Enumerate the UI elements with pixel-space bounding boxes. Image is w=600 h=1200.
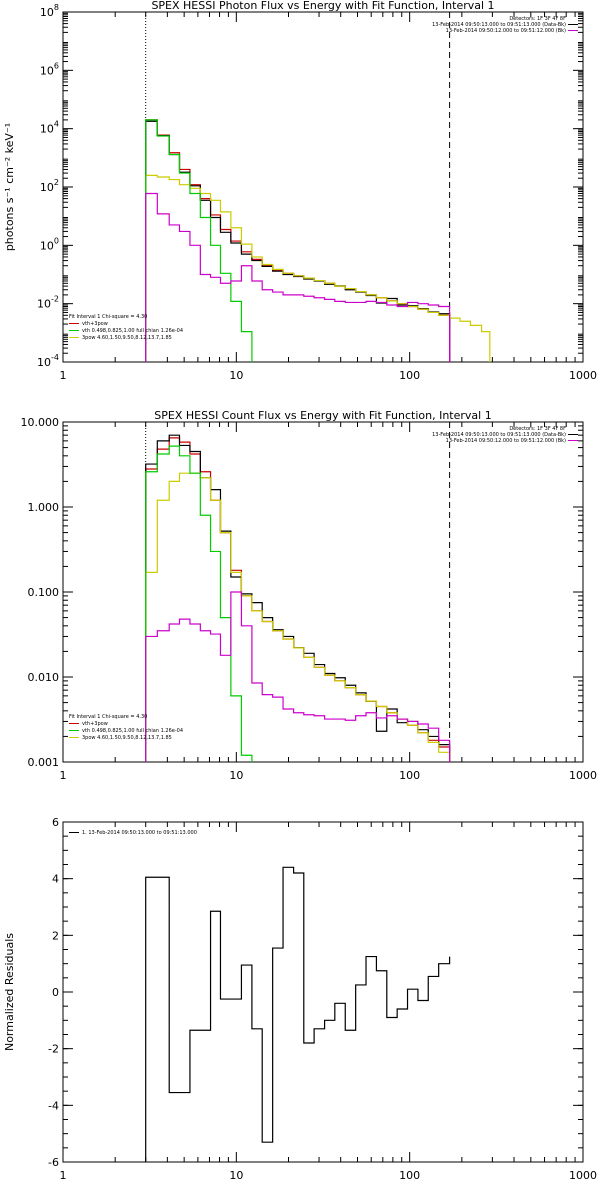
legend-left-entry: vth 0.498,0.825,1.00 full chian 1.26e-04 (82, 728, 183, 734)
plot-frame (62, 821, 584, 1163)
series-bk (145, 591, 451, 762)
y-tick-label: 1.000 (28, 501, 60, 514)
y-tick-label: -6 (48, 1156, 59, 1169)
y-tick-exponent: 2 (54, 178, 59, 187)
legend-right-entry: 13-Feb-2014 09:50:13.000 to 09:51:13.000… (432, 22, 566, 28)
legend-left-entry: vth+3pow (82, 321, 108, 327)
series-3pow (145, 174, 491, 362)
y-tick-label: 102 (40, 178, 59, 194)
series-bk (145, 192, 451, 362)
y-tick-label: 10-2 (37, 295, 59, 311)
chart-panel-2: SPEX HESSI Count Flux vs Energy with Fit… (21, 409, 598, 782)
x-tick-label: 10 (229, 369, 243, 382)
series-1-13-feb-2014-09-50-13-000-to-09-51-13-000 (145, 866, 451, 1162)
legend-left-header: Fit Interval 1 Chi-square = 4.30 (69, 714, 147, 720)
y-tick-label: 0.100 (28, 586, 60, 599)
y-tick-exponent: 6 (54, 61, 59, 70)
y-tick-label: 10-4 (37, 353, 59, 369)
x-tick-label: 100 (399, 769, 420, 782)
y-axis-label: photons s⁻¹ cm⁻² keV⁻¹ (3, 123, 16, 251)
chart-title: SPEX HESSI Photon Flux vs Energy with Fi… (151, 0, 494, 12)
chart-panel-3: 1 10 100 1000 -6 -4 -2 0 2 4 6 Normalized Residuals… (3, 816, 597, 1182)
legend-right-entry: 13-Feb-2014 09:50:13.000 to 09:51:13.000… (432, 432, 566, 438)
x-tick-label: 1 (60, 369, 67, 382)
y-tick-exponent: -2 (51, 295, 59, 304)
plot-frame (62, 11, 584, 363)
legend-left-entry: 3pow 4.60,1.50,9.50,8.12,13.7,1.85 (82, 335, 172, 341)
x-tick-label: 1 (60, 769, 67, 782)
legend-right-entry: Detectors: 1F 3F 4F 8F (509, 16, 566, 22)
y-tick-exponent: 8 (54, 3, 59, 12)
y-tick-label: 106 (40, 61, 59, 77)
y-tick-exponent: 4 (54, 120, 59, 129)
y-tick-label: 0 (52, 986, 59, 999)
legend-right-entry: Detectors: 1F 3F 4F 8F (509, 426, 566, 432)
y-tick-exponent: 0 (54, 236, 59, 245)
x-tick-label: 10 (229, 769, 243, 782)
legend-left-entry: vth+3pow (82, 721, 108, 727)
x-tick-label: 1000 (569, 1169, 597, 1182)
x-tick-label: 10 (229, 1169, 243, 1182)
series-vth (145, 119, 253, 362)
series-vth-3pow (145, 119, 451, 362)
x-tick-label: 1 (60, 1169, 67, 1182)
y-tick-label: 4 (52, 873, 59, 886)
y-tick-label: 10.000 (21, 416, 60, 429)
series-vth-3pow (145, 437, 451, 762)
x-tick-label: 100 (399, 369, 420, 382)
legend-left-entry: vth 0.498,0.825,1.00 full chian 1.26e-04 (82, 328, 183, 334)
x-tick-label: 100 (399, 1169, 420, 1182)
y-tick-label: -2 (48, 1043, 59, 1056)
legend-right-entry: 13-Feb-2014 09:50:12.000 to 09:51:12.000… (446, 438, 566, 444)
y-axis-label: Normalized Residuals (3, 933, 16, 1051)
legend-left-entry: 1. 13-Feb-2014 09:50:13.000 to 09:51:13.… (82, 830, 197, 836)
y-tick-label: 6 (52, 816, 59, 829)
y-tick-label: 2 (52, 929, 59, 942)
legend-left-entry: 3pow 4.60,1.50,9.50,8.12,13.7,1.85 (82, 735, 172, 741)
legend-right-entry: 13-Feb-2014 09:50:12.000 to 09:51:12.000… (446, 28, 566, 34)
y-tick-label: 100 (40, 236, 59, 252)
y-tick-exponent: -4 (51, 353, 59, 362)
y-tick-label: 0.010 (28, 671, 60, 684)
y-tick-label: 108 (40, 3, 59, 19)
chart-panel-1: SPEX HESSI Photon Flux vs Energy with Fi… (3, 0, 597, 382)
legend-left-header: Fit Interval 1 Chi-square = 4.30 (69, 314, 147, 320)
series-vth (145, 445, 253, 762)
series-data-bk (145, 120, 451, 362)
y-tick-label: 0.001 (28, 756, 60, 769)
plot-frame (62, 421, 584, 763)
y-tick-label: -4 (48, 1099, 59, 1112)
chart-title: SPEX HESSI Count Flux vs Energy with Fit… (154, 409, 491, 422)
x-tick-label: 1000 (569, 369, 597, 382)
y-tick-label: 104 (40, 120, 59, 136)
x-tick-label: 1000 (569, 769, 597, 782)
